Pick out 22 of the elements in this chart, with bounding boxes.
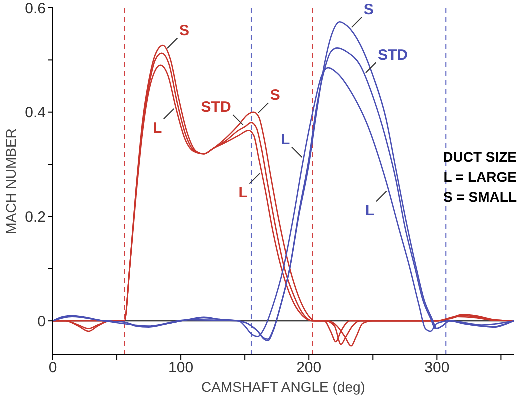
- x-tick-label: 0: [48, 360, 58, 377]
- annotation: STD: [201, 99, 232, 116]
- x-tick-label: 200: [296, 360, 322, 377]
- annotation: S: [179, 22, 190, 40]
- y-tick-label: 0.2: [25, 209, 46, 226]
- annotation: L: [152, 120, 162, 137]
- annotation: DUCT SIZE: [443, 149, 517, 165]
- y-axis-title: MACH NUMBER: [3, 128, 19, 234]
- annotation: STD: [378, 46, 408, 64]
- y-tick-label: 0.4: [25, 104, 46, 122]
- x-tick-label: 100: [168, 360, 194, 377]
- annotation: L: [281, 132, 290, 149]
- annotation: S: [364, 2, 374, 19]
- annotation: L: [238, 184, 248, 202]
- annotation: S = SMALL: [443, 189, 518, 205]
- annotation: L = LARGE: [444, 169, 517, 185]
- x-tick-label: 300: [424, 360, 450, 377]
- annotation: L: [366, 202, 375, 220]
- y-tick-label: 0.6: [25, 0, 46, 18]
- annotation: S: [270, 87, 280, 104]
- y-tick-label: 0: [38, 313, 46, 330]
- x-axis-title: CAMSHAFT ANGLE (deg): [202, 379, 366, 395]
